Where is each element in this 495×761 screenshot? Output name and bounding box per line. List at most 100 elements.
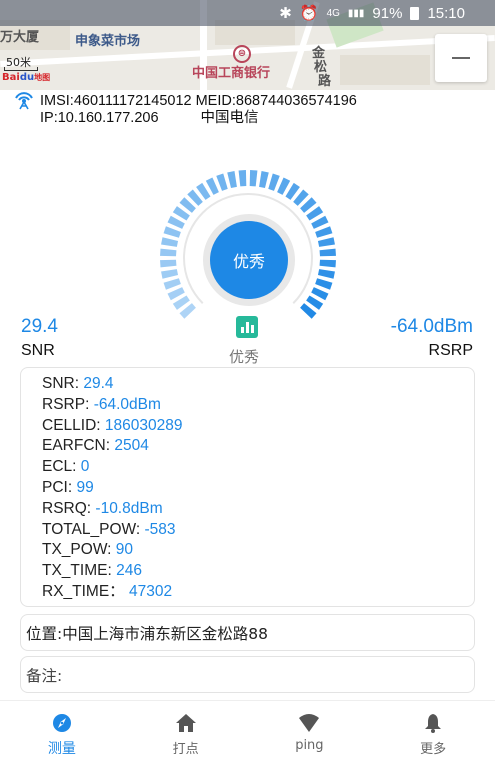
detail-row: RX_TIME： 47302 <box>42 582 474 603</box>
detail-key: PCI: <box>42 478 77 496</box>
gauge-segment <box>163 226 181 238</box>
gauge-segment <box>187 189 203 206</box>
map-block <box>340 55 430 85</box>
map-label: 路 <box>318 74 332 89</box>
bank-icon: ⊜ <box>233 45 251 63</box>
detail-row: RSRP: -64.0dBm <box>42 395 474 416</box>
zoom-out-button[interactable] <box>435 34 487 82</box>
quality-metric[interactable]: 优秀 <box>227 316 267 367</box>
location-value: 中国上海市浦东新区金松路88 <box>62 624 268 643</box>
network-type: 4G <box>326 7 340 19</box>
gauge-segment <box>161 237 179 247</box>
nav-more[interactable]: 更多 <box>371 701 495 761</box>
detail-value: 29.4 <box>83 375 114 392</box>
detail-value: -10.8dBm <box>95 499 163 517</box>
antenna-icon <box>15 92 33 110</box>
signal-gauge <box>160 170 336 319</box>
snr-label: SNR <box>21 342 55 359</box>
gauge-segment <box>160 259 177 268</box>
gauge-segment <box>172 295 190 310</box>
snr-metric: 29.4 SNR <box>21 316 58 360</box>
detail-value: 90 <box>115 541 134 559</box>
nav-label: ping <box>295 738 324 753</box>
gauge-segment <box>163 278 181 290</box>
alarm-icon: ⏰ <box>299 5 319 22</box>
bottom-navigation: 测量 打点 ping 更多 <box>0 700 495 761</box>
nav-checkin[interactable]: 打点 <box>124 701 248 761</box>
detail-row: ECL: 0 <box>42 457 474 478</box>
detail-row: TX_TIME: 246 <box>42 561 474 582</box>
detail-row: CELLID: 186030289 <box>42 416 474 437</box>
gauge-segment <box>179 197 196 213</box>
gauge-segment <box>306 206 324 221</box>
rsrp-label: RSRP <box>428 342 473 359</box>
detail-row: PCI: 99 <box>42 478 474 499</box>
remark-field[interactable]: 备注: <box>20 656 475 693</box>
gauge-segment <box>319 259 336 268</box>
imsi-meid-text: IMSI:460111172145012 MEID:86874403657419… <box>40 92 357 109</box>
detail-value: 47302 <box>124 582 173 600</box>
detail-value: 0 <box>80 458 90 476</box>
home-icon <box>175 714 196 732</box>
gauge-segment <box>317 269 335 279</box>
status-bar: ✱ ⏰ 4G ▮▮▮ 91% 15:10 <box>0 0 495 26</box>
bar-chart-icon[interactable] <box>236 316 258 338</box>
detail-value: -64.0dBm <box>93 395 161 413</box>
logo-text: du <box>19 72 35 83</box>
gauge-center-badge[interactable]: 优秀 <box>210 221 288 299</box>
logo-text: 地图 <box>34 73 51 82</box>
measurement-details: SNR: 29.4 RSRP: -64.0dBm CELLID: 1860302… <box>20 367 475 607</box>
detail-key: RX_TIME： <box>42 582 125 600</box>
location-label: 位置: <box>26 624 63 643</box>
clock: 15:10 <box>427 4 465 22</box>
signal-icon: ▮▮▮ <box>347 7 365 19</box>
rsrp-metric: -64.0dBm RSRP <box>391 316 473 360</box>
gauge-segment <box>227 171 237 189</box>
bell-icon <box>425 714 442 733</box>
baidu-logo: Baidu地图 <box>2 72 50 83</box>
gauge-segment <box>259 171 269 189</box>
gauge-segment <box>160 248 177 257</box>
nav-label: 打点 <box>172 742 199 757</box>
detail-row: TX_POW: 90 <box>42 540 474 561</box>
map-label: 万大厦 <box>0 30 40 45</box>
gauge-inner-ring <box>183 193 313 304</box>
detail-key: RSRP: <box>42 395 94 413</box>
gauge-segment <box>167 215 185 229</box>
gauge-segment <box>216 173 228 191</box>
detail-row: EARFCN: 2504 <box>42 436 474 457</box>
map-label: 中国工商银行 <box>192 66 271 81</box>
gauge-segment <box>311 215 329 229</box>
nav-ping[interactable]: ping <box>248 701 372 761</box>
battery-percent: 91% <box>372 4 403 22</box>
map-label: 金 <box>312 46 326 61</box>
gauge-segment <box>315 278 333 290</box>
wifi-icon <box>299 714 320 732</box>
gauge-segment <box>167 287 185 301</box>
location-field[interactable]: 位置: 中国上海市浦东新区金松路88 <box>20 614 475 651</box>
gauge-segment <box>300 303 317 319</box>
nav-label: 更多 <box>420 742 447 757</box>
gauge-segment <box>306 295 324 310</box>
detail-row: TOTAL_POW: -583 <box>42 520 474 541</box>
gauge-segment <box>311 287 329 301</box>
detail-row: RSRQ: -10.8dBm <box>42 499 474 520</box>
detail-key: TX_POW: <box>42 541 116 559</box>
gauge-segment <box>268 173 280 191</box>
detail-key: TOTAL_POW: <box>42 520 145 538</box>
gauge-segment <box>293 189 309 206</box>
detail-value: 99 <box>76 478 94 496</box>
detail-value: 2504 <box>114 437 149 455</box>
carrier-text: 中国电信 <box>200 110 259 126</box>
detail-key: SNR: <box>42 375 84 392</box>
remark-label: 备注: <box>26 666 63 685</box>
detail-key: TX_TIME: <box>42 562 117 580</box>
detail-key: CELLID: <box>42 416 105 434</box>
map-label: 松 <box>314 60 328 75</box>
detail-value: 186030289 <box>104 416 183 434</box>
detail-row: SNR: 29.4 <box>42 374 474 395</box>
map-scale-bar <box>4 67 38 71</box>
nav-measure[interactable]: 测量 <box>0 701 124 761</box>
gauge-segment <box>285 182 300 200</box>
device-info: IMSI:460111172145012 MEID:86874403657419… <box>12 92 487 127</box>
